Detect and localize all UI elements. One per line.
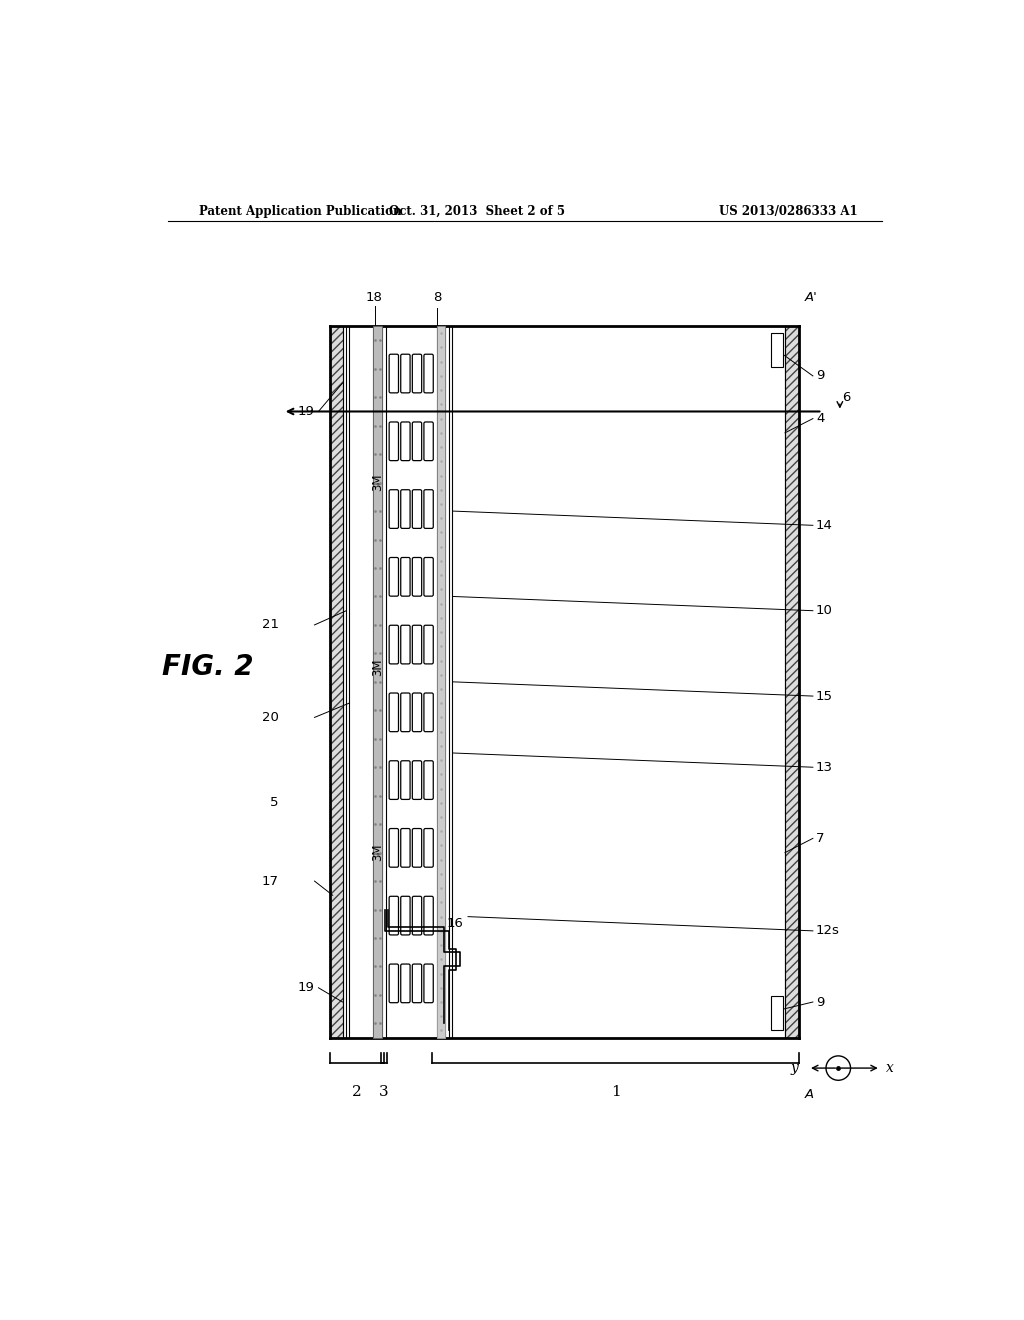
Text: 1: 1	[610, 1085, 621, 1100]
Text: y: y	[791, 1061, 799, 1074]
FancyBboxPatch shape	[400, 829, 410, 867]
FancyBboxPatch shape	[389, 964, 398, 1003]
Text: A: A	[805, 1089, 814, 1101]
Text: 21: 21	[262, 619, 279, 631]
Bar	[785, 326, 799, 1038]
Text: 2: 2	[352, 1085, 362, 1100]
Text: 20: 20	[262, 711, 279, 723]
Text: 15: 15	[816, 689, 834, 702]
FancyBboxPatch shape	[424, 557, 433, 597]
FancyBboxPatch shape	[424, 422, 433, 461]
Text: US 2013/0286333 A1: US 2013/0286333 A1	[720, 205, 858, 218]
FancyBboxPatch shape	[389, 490, 398, 528]
FancyBboxPatch shape	[389, 354, 398, 393]
FancyBboxPatch shape	[413, 964, 422, 1003]
FancyBboxPatch shape	[389, 422, 398, 461]
Bar	[437, 326, 444, 1038]
FancyBboxPatch shape	[413, 490, 422, 528]
Bar	[373, 326, 382, 1038]
Text: 7: 7	[816, 832, 824, 845]
FancyBboxPatch shape	[400, 760, 410, 800]
Text: 16: 16	[446, 917, 464, 931]
Text: 17: 17	[262, 875, 279, 887]
Text: 9: 9	[816, 370, 824, 383]
Text: 5: 5	[270, 796, 279, 809]
Text: 14: 14	[816, 519, 833, 532]
Bar	[437, 931, 444, 1038]
Text: 3: 3	[379, 1085, 388, 1100]
Text: 8: 8	[433, 290, 441, 304]
FancyBboxPatch shape	[400, 693, 410, 731]
FancyBboxPatch shape	[389, 557, 398, 597]
FancyBboxPatch shape	[413, 693, 422, 731]
FancyBboxPatch shape	[413, 829, 422, 867]
Text: x: x	[886, 1061, 893, 1074]
Text: 19: 19	[298, 405, 314, 418]
Text: 13: 13	[816, 760, 834, 774]
FancyBboxPatch shape	[413, 557, 422, 597]
Text: 3M: 3M	[371, 659, 384, 676]
FancyBboxPatch shape	[413, 626, 422, 664]
FancyBboxPatch shape	[424, 490, 433, 528]
Text: 12s: 12s	[816, 924, 840, 937]
FancyBboxPatch shape	[400, 422, 410, 461]
Text: Patent Application Publication: Patent Application Publication	[200, 205, 402, 218]
Text: 18: 18	[366, 290, 382, 304]
FancyBboxPatch shape	[400, 557, 410, 597]
Text: 3M: 3M	[371, 843, 384, 862]
Text: 3M: 3M	[371, 474, 384, 491]
Bar	[771, 997, 783, 1031]
Bar	[771, 333, 783, 367]
FancyBboxPatch shape	[424, 964, 433, 1003]
FancyBboxPatch shape	[389, 626, 398, 664]
FancyBboxPatch shape	[400, 354, 410, 393]
Text: 4: 4	[816, 412, 824, 425]
FancyBboxPatch shape	[389, 760, 398, 800]
FancyBboxPatch shape	[400, 896, 410, 935]
FancyBboxPatch shape	[424, 760, 433, 800]
FancyBboxPatch shape	[389, 693, 398, 731]
FancyBboxPatch shape	[400, 626, 410, 664]
Text: 9: 9	[816, 995, 824, 1008]
FancyBboxPatch shape	[424, 829, 433, 867]
FancyBboxPatch shape	[413, 354, 422, 393]
FancyBboxPatch shape	[413, 422, 422, 461]
Text: Oct. 31, 2013  Sheet 2 of 5: Oct. 31, 2013 Sheet 2 of 5	[389, 205, 565, 218]
Text: FIG. 2: FIG. 2	[162, 652, 253, 681]
Text: 6: 6	[842, 391, 851, 404]
Text: A': A'	[805, 290, 818, 304]
FancyBboxPatch shape	[424, 354, 433, 393]
FancyBboxPatch shape	[424, 693, 433, 731]
FancyBboxPatch shape	[389, 896, 398, 935]
FancyBboxPatch shape	[389, 829, 398, 867]
FancyBboxPatch shape	[424, 896, 433, 935]
Text: 19: 19	[298, 981, 314, 994]
FancyBboxPatch shape	[413, 760, 422, 800]
FancyBboxPatch shape	[400, 964, 410, 1003]
FancyBboxPatch shape	[413, 896, 422, 935]
Bar	[331, 326, 343, 1038]
FancyBboxPatch shape	[400, 490, 410, 528]
FancyBboxPatch shape	[424, 626, 433, 664]
Text: 10: 10	[816, 605, 833, 618]
